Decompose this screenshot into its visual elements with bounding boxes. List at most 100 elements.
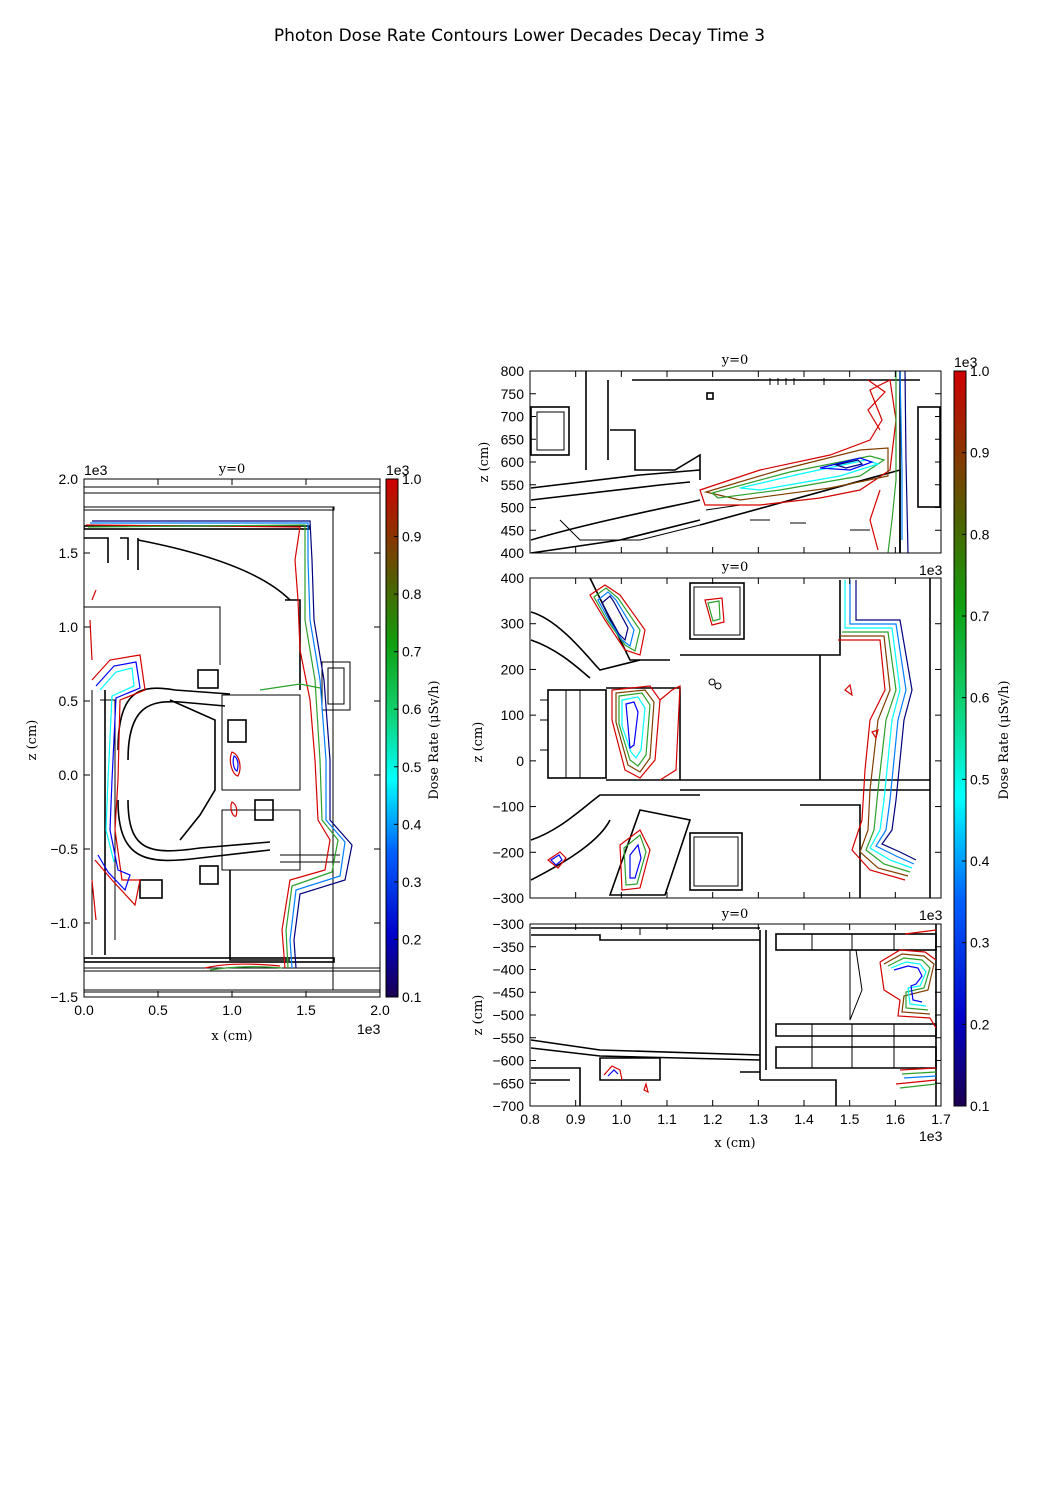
right-middle-axes-frame xyxy=(529,577,942,899)
right-top-subtitle: y=0 xyxy=(721,353,749,368)
y-tick-label: −600 xyxy=(492,1053,524,1069)
colorbar-tick-label: 1.0 xyxy=(402,471,422,487)
x-tick-label: 1.0 xyxy=(612,1111,632,1127)
colorbar-tick-label: 0.9 xyxy=(402,529,422,545)
colorbar-tick-label: 0.3 xyxy=(970,935,990,951)
y-tick-label: −650 xyxy=(492,1075,524,1091)
colorbar-tick-label: 0.7 xyxy=(402,644,422,660)
right-top-contours xyxy=(699,371,909,553)
colorbar-tick-label: 0.5 xyxy=(970,771,990,787)
left-y-label: z (cm) xyxy=(25,720,40,761)
x-tick-label: 1.5 xyxy=(840,1111,860,1127)
y-tick-label: 300 xyxy=(501,616,525,632)
left-contours xyxy=(85,520,353,971)
x-tick-label: 1.2 xyxy=(703,1111,723,1127)
right-middle-subtitle: y=0 xyxy=(721,560,749,575)
x-tick-label: 1.5 xyxy=(296,1002,316,1018)
y-tick-label: 1.0 xyxy=(59,619,79,635)
y-tick-label: −1.5 xyxy=(50,989,78,1005)
y-tick-label: 700 xyxy=(501,409,525,425)
x-tick-label: 1.4 xyxy=(794,1111,814,1127)
y-tick-label: 400 xyxy=(501,570,525,586)
colorbar-tick-label: 0.4 xyxy=(402,816,422,832)
right-middle-ticks: 400 300 200 100 0 −100 −200 −300 xyxy=(492,570,942,906)
y-tick-label: 0.5 xyxy=(59,693,79,709)
colorbar-tick-label: 0.3 xyxy=(402,874,422,890)
colorbar-tick-label: 0.7 xyxy=(970,608,990,624)
right-middle-y-label: z (cm) xyxy=(471,722,486,763)
right-top-ticks: 800 750 700 650 600 550 500 450 400 xyxy=(501,363,942,561)
right-bottom-x-label: x (cm) xyxy=(714,1136,755,1151)
x-tick-label: 0.0 xyxy=(74,1002,94,1018)
x-tick-label: 1.1 xyxy=(657,1111,677,1127)
colorbar-tick-label: 0.6 xyxy=(402,701,422,717)
right-bottom-y-label: z (cm) xyxy=(471,995,486,1036)
right-top-y-label: z (cm) xyxy=(477,442,492,483)
y-tick-label: 750 xyxy=(501,386,525,402)
colorbar-tick-label: 0.9 xyxy=(970,445,990,461)
right-bottom-geometry xyxy=(530,924,937,1106)
y-tick-label: −550 xyxy=(492,1030,524,1046)
y-tick-label: 650 xyxy=(501,431,525,447)
y-tick-label: 600 xyxy=(501,454,525,470)
y-tick-label: 100 xyxy=(501,707,525,723)
figure-title: Photon Dose Rate Contours Lower Decades … xyxy=(273,26,766,46)
right-top-geometry xyxy=(530,371,941,553)
y-tick-label: −700 xyxy=(492,1098,524,1114)
y-tick-label: 500 xyxy=(501,500,525,516)
left-ticks: 2.01.51.00.50.0−0.5−1.0−1.50.0 0.5 1.0 1.5 2… xyxy=(50,471,390,1018)
right-bottom-subtitle: y=0 xyxy=(721,907,749,922)
left-colorbar-label: Dose Rate (μSv/h) xyxy=(427,680,442,799)
right-colorbar-ticks: 1.0 0.9 0.8 0.7 0.6 0.5 0.4 0.3 0.2 0.1 xyxy=(962,363,990,1114)
right-top-plot: 800 750 700 650 600 550 500 450 400 y=0 1e3 z (c… xyxy=(477,353,943,578)
left-colorbar xyxy=(385,478,399,998)
y-tick-label: −400 xyxy=(492,962,524,978)
y-tick-label: −300 xyxy=(492,916,524,932)
right-middle-contours xyxy=(546,580,917,891)
right-colorbar-label: Dose Rate (μSv/h) xyxy=(997,680,1012,799)
right-top-x-offset: 1e3 xyxy=(919,562,943,578)
colorbar-tick-label: 0.4 xyxy=(970,853,990,869)
y-tick-label: −1.0 xyxy=(50,915,78,931)
y-tick-label: 550 xyxy=(501,477,525,493)
left-geometry xyxy=(84,486,380,993)
colorbar-tick-label: 0.2 xyxy=(970,1016,990,1032)
x-tick-label: 1.3 xyxy=(749,1111,769,1127)
colorbar-tick-label: 0.8 xyxy=(402,586,422,602)
colorbar-tick-label: 0.6 xyxy=(970,690,990,706)
right-bottom-contours xyxy=(603,929,937,1094)
left-subtitle: y=0 xyxy=(218,462,246,477)
colorbar-tick-label: 0.2 xyxy=(402,931,422,947)
x-tick-label: 1.6 xyxy=(886,1111,906,1127)
colorbar-tick-label: 0.1 xyxy=(402,989,422,1005)
x-tick-label: 0.5 xyxy=(148,1002,168,1018)
left-x-label: x (cm) xyxy=(211,1029,252,1044)
y-tick-label: 400 xyxy=(501,545,525,561)
right-colorbar xyxy=(953,370,967,1107)
y-tick-label: −0.5 xyxy=(50,841,78,857)
left-x-offset: 1e3 xyxy=(357,1021,381,1037)
y-tick-label: 450 xyxy=(501,522,525,538)
right-middle-geometry xyxy=(530,578,931,898)
colorbar-tick-label: 1.0 xyxy=(970,363,990,379)
y-tick-label: 0 xyxy=(516,753,524,769)
colorbar-tick-label: 0.1 xyxy=(970,1098,990,1114)
left-colorbar-ticks: 1.0 0.9 0.8 0.7 0.6 0.5 0.4 0.3 0.2 0.1 xyxy=(394,471,422,1005)
y-tick-label: 2.0 xyxy=(59,471,79,487)
right-colorbar-offset: 1e3 xyxy=(954,354,978,370)
x-tick-label: 2.0 xyxy=(370,1002,390,1018)
colorbar-tick-label: 0.8 xyxy=(970,526,990,542)
y-tick-label: −300 xyxy=(492,890,524,906)
right-bottom-x-offset: 1e3 xyxy=(919,1128,943,1144)
colorbar-tick-label: 0.5 xyxy=(402,759,422,775)
y-tick-label: 1.5 xyxy=(59,545,79,561)
right-bottom-axes-frame xyxy=(529,923,942,1107)
y-tick-label: −350 xyxy=(492,939,524,955)
left-y-offset: 1e3 xyxy=(84,462,108,478)
y-tick-label: 800 xyxy=(501,363,525,379)
left-plot: 2.01.51.00.50.0−0.5−1.0−1.50.0 0.5 1.0 1.5 2… xyxy=(25,462,442,1044)
x-tick-label: 0.9 xyxy=(566,1111,586,1127)
